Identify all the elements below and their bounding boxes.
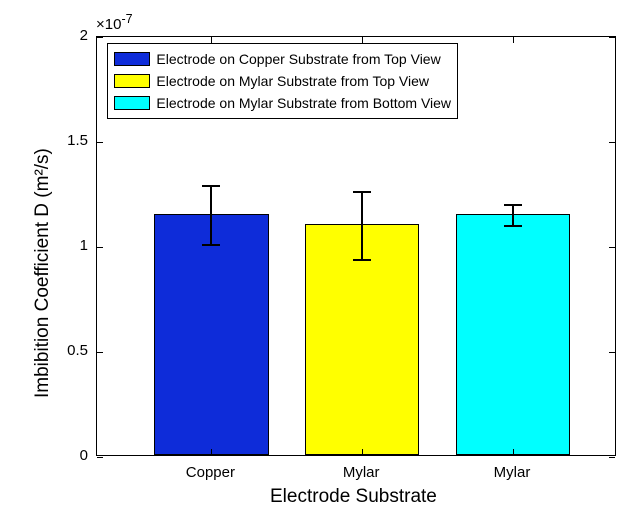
y-exponent-sup: -7 — [121, 12, 132, 26]
figure: ×10-7 Imbibition Coefficient D (m²/s) El… — [0, 0, 640, 524]
legend: Electrode on Copper Substrate from Top V… — [107, 43, 458, 119]
x-tick — [513, 37, 514, 43]
y-tick-label: 0 — [56, 447, 88, 464]
error-bar — [210, 186, 212, 245]
legend-swatch — [114, 52, 150, 66]
legend-label: Electrode on Mylar Substrate from Bottom… — [156, 95, 451, 111]
bar — [456, 214, 570, 456]
legend-item: Electrode on Mylar Substrate from Top Vi… — [114, 70, 451, 92]
error-bar — [361, 192, 363, 259]
y-exponent: ×10-7 — [96, 12, 133, 33]
legend-label: Electrode on Mylar Substrate from Top Vi… — [156, 73, 429, 89]
x-tick-label: Mylar — [343, 464, 380, 481]
error-cap — [504, 225, 522, 227]
x-tick — [362, 37, 363, 43]
bar — [154, 214, 268, 456]
x-tick-label: Copper — [186, 464, 235, 481]
y-tick — [609, 142, 615, 143]
legend-swatch — [114, 96, 150, 110]
y-tick-label: 0.5 — [56, 342, 88, 359]
y-tick — [609, 37, 615, 38]
legend-item: Electrode on Mylar Substrate from Bottom… — [114, 92, 451, 114]
error-cap — [202, 244, 220, 246]
y-tick — [97, 142, 103, 143]
legend-label: Electrode on Copper Substrate from Top V… — [156, 51, 440, 67]
y-tick — [609, 457, 615, 458]
x-axis-label: Electrode Substrate — [270, 486, 437, 508]
y-tick — [609, 247, 615, 248]
x-tick — [211, 449, 212, 455]
error-cap — [202, 185, 220, 187]
y-tick-label: 1 — [56, 237, 88, 254]
x-tick — [513, 449, 514, 455]
y-tick-label: 2 — [56, 27, 88, 44]
plot-area: Electrode on Copper Substrate from Top V… — [96, 36, 616, 456]
error-bar — [512, 205, 514, 226]
error-cap — [353, 259, 371, 261]
y-exponent-base: ×10 — [96, 16, 121, 33]
x-tick-label: Mylar — [494, 464, 531, 481]
y-tick — [97, 352, 103, 353]
x-tick — [362, 449, 363, 455]
legend-item: Electrode on Copper Substrate from Top V… — [114, 48, 451, 70]
y-tick — [609, 352, 615, 353]
x-tick — [211, 37, 212, 43]
y-tick — [97, 247, 103, 248]
y-tick — [97, 37, 103, 38]
y-tick-label: 1.5 — [56, 132, 88, 149]
y-axis-label: Imbibition Coefficient D (m²/s) — [32, 148, 54, 398]
legend-swatch — [114, 74, 150, 88]
error-cap — [353, 191, 371, 193]
y-tick — [97, 457, 103, 458]
error-cap — [504, 204, 522, 206]
